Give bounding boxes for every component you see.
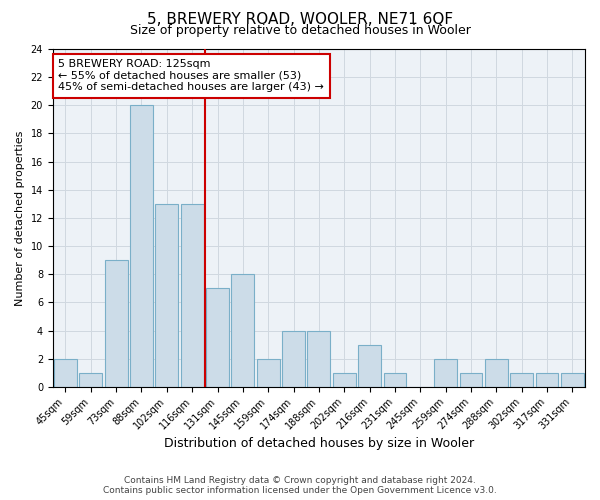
Bar xyxy=(333,372,356,387)
Bar xyxy=(536,372,559,387)
Bar xyxy=(232,274,254,387)
Text: Contains HM Land Registry data © Crown copyright and database right 2024.
Contai: Contains HM Land Registry data © Crown c… xyxy=(103,476,497,495)
Y-axis label: Number of detached properties: Number of detached properties xyxy=(15,130,25,306)
Text: 5, BREWERY ROAD, WOOLER, NE71 6QF: 5, BREWERY ROAD, WOOLER, NE71 6QF xyxy=(147,12,453,28)
Bar xyxy=(358,344,381,387)
Bar xyxy=(307,330,330,387)
Bar xyxy=(434,358,457,387)
Bar xyxy=(54,358,77,387)
Bar xyxy=(130,106,153,387)
Bar xyxy=(561,372,584,387)
Bar xyxy=(282,330,305,387)
Bar xyxy=(181,204,203,387)
Bar xyxy=(510,372,533,387)
Text: 5 BREWERY ROAD: 125sqm
← 55% of detached houses are smaller (53)
45% of semi-det: 5 BREWERY ROAD: 125sqm ← 55% of detached… xyxy=(58,59,324,92)
Bar xyxy=(79,372,102,387)
Bar xyxy=(485,358,508,387)
Bar xyxy=(460,372,482,387)
Bar xyxy=(105,260,128,387)
Text: Size of property relative to detached houses in Wooler: Size of property relative to detached ho… xyxy=(130,24,470,37)
Bar xyxy=(206,288,229,387)
X-axis label: Distribution of detached houses by size in Wooler: Distribution of detached houses by size … xyxy=(164,437,474,450)
Bar xyxy=(257,358,280,387)
Bar xyxy=(383,372,406,387)
Bar xyxy=(155,204,178,387)
